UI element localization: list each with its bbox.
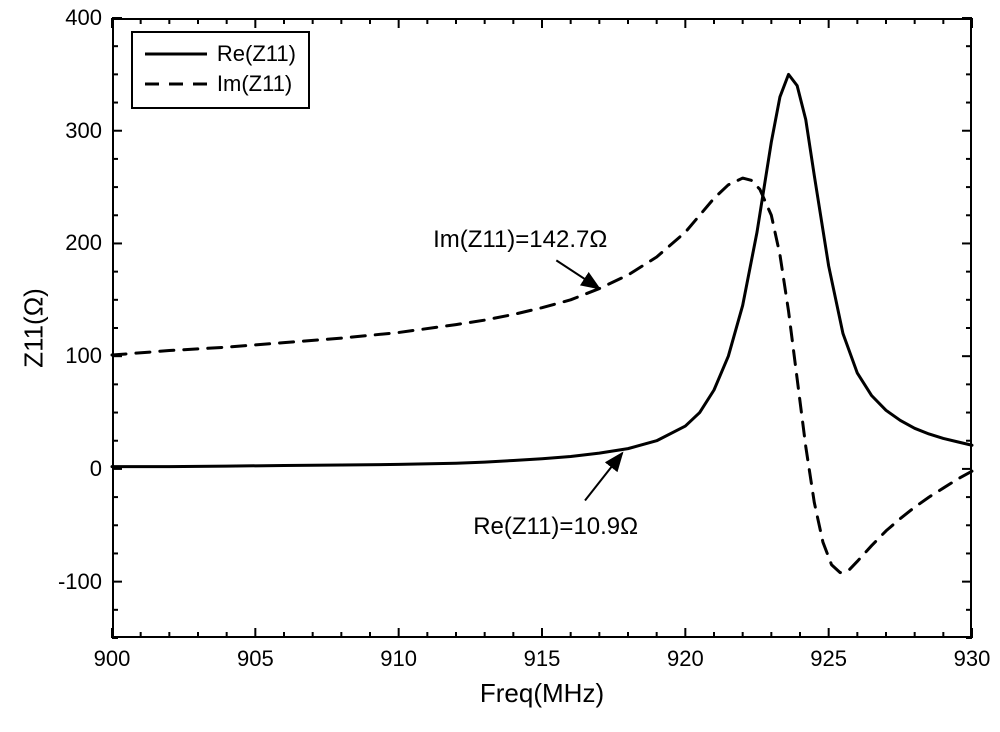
legend-line-sample (145, 74, 207, 94)
x-tick-label: 920 (667, 646, 704, 672)
y-tick-label: 300 (65, 118, 102, 144)
x-tick-label: 910 (380, 646, 417, 672)
annotation-text: Im(Z11)=142.7Ω (433, 226, 607, 254)
series-re-z11- (112, 74, 972, 466)
y-tick-label: 100 (65, 343, 102, 369)
annotation-text: Re(Z11)=10.9Ω (473, 513, 638, 541)
x-tick-label: 900 (94, 646, 131, 672)
x-tick-label: 930 (954, 646, 991, 672)
annotation-arrow (585, 453, 622, 500)
legend-label: Re(Z11) (217, 41, 296, 67)
legend-item: Im(Z11) (145, 69, 296, 99)
x-tick-label: 925 (810, 646, 847, 672)
x-tick-label: 915 (524, 646, 561, 672)
legend-item: Re(Z11) (145, 39, 296, 69)
y-tick-label: -100 (58, 569, 102, 595)
legend-line-sample (145, 44, 207, 64)
figure: Z11(Ω) Freq(MHz) 900905910915920925930 -… (0, 0, 1000, 732)
legend: Re(Z11) Im(Z11) (131, 31, 310, 109)
annotation-arrow (556, 260, 599, 288)
x-tick-label: 905 (237, 646, 274, 672)
plot-area (0, 0, 1000, 732)
y-tick-label: 400 (65, 5, 102, 31)
legend-label: Im(Z11) (217, 71, 292, 97)
y-tick-label: 200 (65, 230, 102, 256)
y-tick-label: 0 (90, 456, 102, 482)
